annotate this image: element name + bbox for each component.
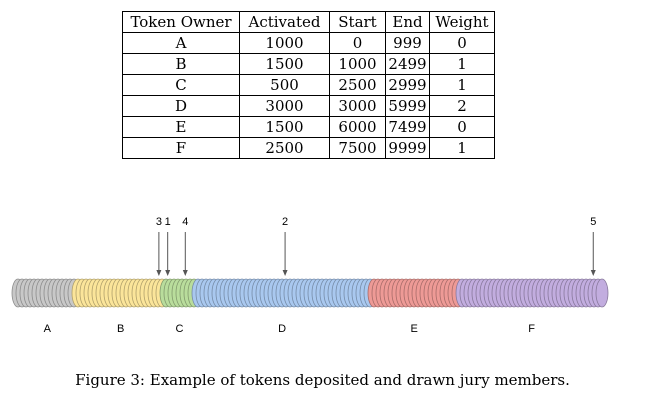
cell-start: 6000 [329, 116, 386, 138]
cell-start: 0 [329, 32, 386, 54]
cell-start: 1000 [329, 53, 386, 75]
segment-label-f: F [528, 323, 535, 335]
cell-weight: 0 [429, 32, 495, 54]
segment-labels: A B C D E F [44, 323, 536, 335]
cell-end: 2999 [385, 74, 430, 96]
table-row: E 1500 6000 7499 0 [122, 116, 495, 138]
segment-label-c: C [175, 323, 183, 335]
cell-owner: F [122, 137, 240, 159]
segment-label-a: A [44, 323, 52, 335]
cell-start: 7500 [329, 137, 386, 159]
cell-activated: 1000 [239, 32, 330, 54]
cell-activated: 2500 [239, 137, 330, 159]
cell-start: 3000 [329, 95, 386, 117]
cell-end: 999 [385, 32, 430, 54]
draw-label: 2 [282, 216, 288, 228]
table-row: A 1000 0 999 0 [122, 32, 495, 54]
segment-label-e: E [411, 323, 418, 335]
header-start: Start [329, 11, 386, 33]
cell-owner: E [122, 116, 240, 138]
figure-caption: Figure 3: Example of tokens deposited an… [75, 371, 570, 389]
draw-arrow-head [182, 270, 188, 276]
header-weight: Weight [429, 11, 495, 33]
table-row: C 500 2500 2999 1 [122, 74, 495, 96]
cell-activated: 1500 [239, 53, 330, 75]
draw-label: 3 [156, 216, 162, 228]
cell-activated: 3000 [239, 95, 330, 117]
cell-owner: C [122, 74, 240, 96]
cell-activated: 500 [239, 74, 330, 96]
table-row: B 1500 1000 2499 1 [122, 53, 495, 75]
cell-owner: B [122, 53, 240, 75]
cell-end: 5999 [385, 95, 430, 117]
cell-owner: A [122, 32, 240, 54]
draw-label: 5 [590, 216, 596, 228]
header-token-owner: Token Owner [122, 11, 240, 33]
cell-activated: 1500 [239, 116, 330, 138]
cell-weight: 1 [429, 137, 495, 159]
table-header-row: Token Owner Activated Start End Weight [122, 11, 495, 33]
token-strip [11, 278, 609, 308]
cell-end: 7499 [385, 116, 430, 138]
cell-start: 2500 [329, 74, 386, 96]
draw-arrow-head [165, 270, 171, 276]
draw-label: 4 [182, 216, 188, 228]
draw-arrow-head [282, 270, 288, 276]
token-coin [595, 278, 609, 308]
segment-label-b: B [117, 323, 124, 335]
table-row: F 2500 7500 9999 1 [122, 137, 495, 159]
cell-weight: 1 [429, 74, 495, 96]
cell-owner: D [122, 95, 240, 117]
draw-arrow-head [156, 270, 162, 276]
segment-label-d: D [278, 323, 286, 335]
header-end: End [385, 11, 430, 33]
cell-end: 2499 [385, 53, 430, 75]
cell-end: 9999 [385, 137, 430, 159]
header-activated: Activated [239, 11, 330, 33]
cell-weight: 2 [429, 95, 495, 117]
table-row: D 3000 3000 5999 2 [122, 95, 495, 117]
token-table: Token Owner Activated Start End Weight A… [122, 11, 495, 159]
cell-weight: 1 [429, 53, 495, 75]
draw-arrow-head [590, 270, 596, 276]
draw-label: 1 [165, 216, 171, 228]
cell-weight: 0 [429, 116, 495, 138]
